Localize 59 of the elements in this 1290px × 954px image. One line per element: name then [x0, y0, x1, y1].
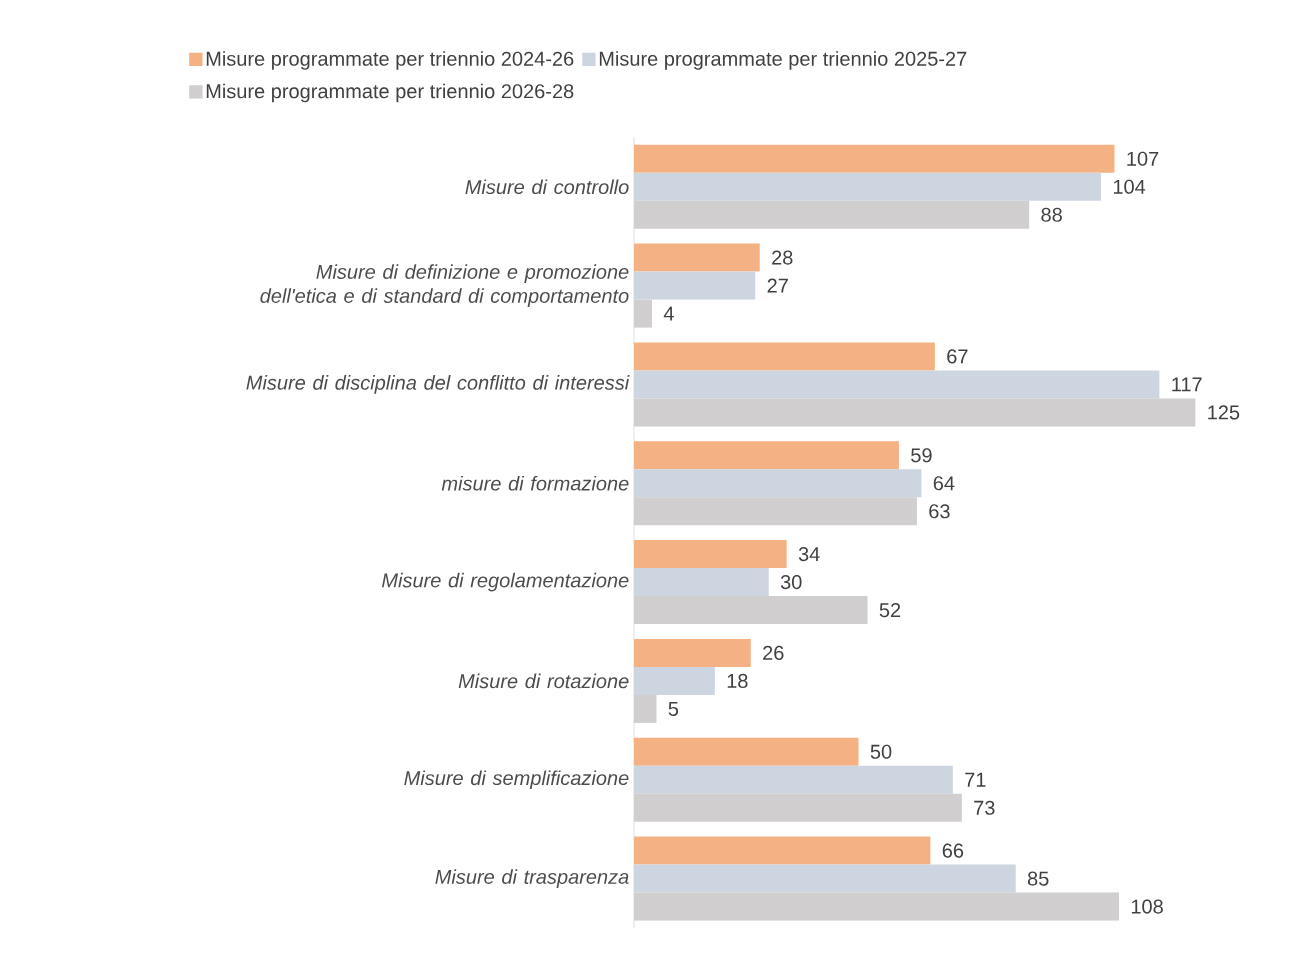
bar: [634, 144, 1115, 173]
data-label: 71: [965, 772, 986, 787]
data-label: 30: [780, 575, 802, 590]
y-tick-label: Misure di disciplina del conflitto di interessi: [246, 375, 630, 394]
bar: [634, 370, 1160, 399]
data-label: 73: [974, 800, 995, 815]
data-label: 117: [1172, 377, 1202, 392]
data-label: 108: [1131, 899, 1163, 914]
data-label: 50: [870, 744, 892, 759]
bar: [634, 441, 899, 470]
bar: [634, 793, 962, 822]
data-label: 125: [1208, 405, 1240, 420]
y-tick-label: Misure di rotazione: [458, 673, 629, 689]
y-tick-label: Misure di definizione e promozione dell'etica e di standard di comportamento: [260, 264, 629, 307]
data-label: 88: [1041, 207, 1062, 222]
bar: [634, 271, 756, 300]
data-label: 18: [727, 673, 748, 688]
data-label: 26: [763, 645, 784, 660]
bar: [634, 836, 931, 865]
bar: [634, 864, 1016, 893]
data-label: 5: [668, 701, 679, 716]
bar: [634, 200, 1030, 229]
data-label: 28: [772, 250, 793, 265]
data-label: 63: [929, 504, 950, 519]
data-label: 85: [1027, 871, 1049, 886]
data-label: 59: [911, 448, 932, 463]
bar: [634, 638, 751, 667]
bar: [634, 469, 922, 498]
data-label: 52: [879, 603, 901, 618]
bar: [634, 497, 917, 526]
bar: [634, 172, 1102, 201]
y-tick-label: Misure di controllo: [465, 179, 629, 195]
data-label: 67: [947, 349, 968, 364]
bar: [634, 299, 652, 328]
bar: [634, 342, 935, 371]
bar: [634, 737, 859, 766]
data-label: 64: [933, 476, 955, 491]
bar: [634, 892, 1119, 921]
data-label: 104: [1113, 179, 1146, 194]
bar: [634, 666, 715, 695]
data-label: 107: [1127, 151, 1159, 166]
data-label: 34: [798, 547, 820, 562]
data-label: 4: [663, 306, 674, 321]
data-label: 66: [942, 843, 964, 858]
legend-label: Misure programmate per triennio 2024-26: [206, 51, 574, 70]
bar: [634, 398, 1196, 427]
bar: [634, 694, 657, 723]
legend-label: Misure programmate per triennio 2026-28: [206, 83, 574, 103]
y-tick-label: Misure di regolamentazione: [381, 572, 629, 592]
y-tick-label: Misure di trasparenza: [435, 869, 629, 888]
bar: [634, 243, 760, 272]
y-tick-label: Misure di semplificazione: [404, 770, 629, 790]
bar: [634, 765, 953, 794]
bar: [634, 596, 868, 625]
y-tick-label: misure di formazione: [441, 475, 629, 491]
bar: [634, 568, 769, 597]
bar: [634, 540, 787, 569]
data-label: 27: [767, 278, 788, 293]
legend-label: Misure programmate per triennio 2025-27: [599, 51, 967, 70]
